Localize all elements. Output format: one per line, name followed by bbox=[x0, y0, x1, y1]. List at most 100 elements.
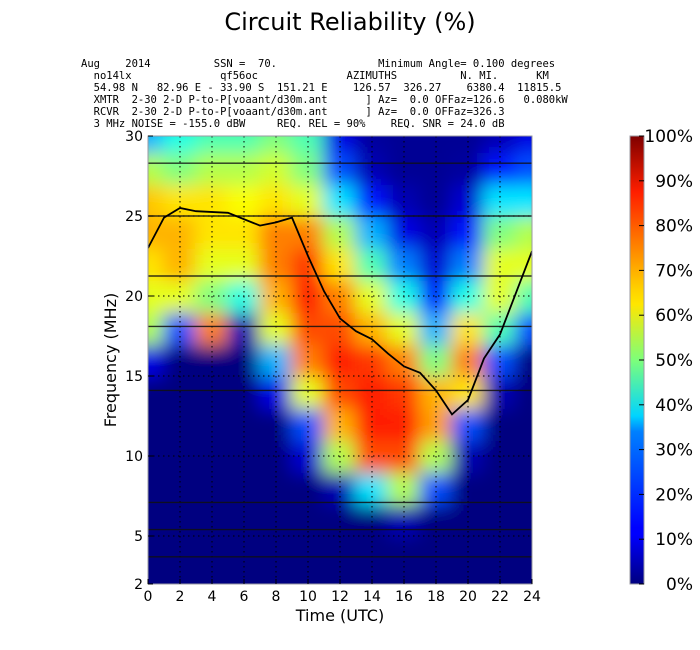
heat-cell bbox=[515, 471, 532, 505]
heat-cell bbox=[148, 471, 165, 505]
heat-cell bbox=[227, 136, 261, 153]
heat-cell bbox=[419, 567, 453, 584]
x-axis-label: Time (UTC) bbox=[295, 606, 384, 625]
heat-cell bbox=[323, 136, 357, 153]
y-tick-label: 15 bbox=[125, 369, 143, 385]
heat-cell bbox=[259, 407, 293, 441]
heat-cell bbox=[515, 183, 532, 217]
heat-cell bbox=[148, 183, 165, 217]
heat-cell bbox=[163, 567, 197, 584]
heat-cell bbox=[515, 503, 532, 537]
heat-cell bbox=[148, 247, 165, 281]
heat-cell bbox=[259, 136, 293, 153]
colorbar-ticks: 0% 10% 20% 30% 40% 50% 60% 70% 80% 90% 100% bbox=[639, 127, 693, 595]
heat-cell bbox=[227, 407, 261, 441]
heat-cell bbox=[515, 567, 532, 584]
band-lines bbox=[148, 162, 532, 558]
x-tick-label: 24 bbox=[523, 589, 541, 605]
x-tick-label: 16 bbox=[395, 589, 413, 605]
heat-cell bbox=[515, 151, 532, 185]
heat-cell bbox=[148, 136, 165, 153]
y-tick-label: 5 bbox=[134, 529, 143, 545]
heat-cell bbox=[163, 136, 197, 153]
x-tick-label: 10 bbox=[299, 589, 317, 605]
colorbar-tick-label: 100% bbox=[644, 127, 693, 147]
header-line-2: no14lx qf56oc AZIMUTHS N. MI. KM bbox=[81, 70, 549, 82]
colorbar-tick-label: 20% bbox=[655, 485, 693, 505]
heat-cell bbox=[387, 136, 421, 153]
header-line-5: RCVR 2-30 2-D P-to-P[voaant/d30m.ant ] A… bbox=[81, 106, 505, 118]
heat-cell bbox=[355, 407, 389, 441]
header-line-3: 54.98 N 82.96 E - 33.90 S 151.21 E 126.5… bbox=[81, 82, 562, 94]
heat-cell bbox=[515, 375, 532, 409]
colorbar-tick-label: 30% bbox=[655, 441, 693, 461]
chart-title: Circuit Reliability (%) bbox=[224, 8, 476, 36]
heat-cell bbox=[291, 567, 325, 584]
heat-cell bbox=[451, 136, 485, 153]
header-line-6: 3 MHz NOISE = -155.0 dBW REQ. REL = 90% … bbox=[81, 118, 505, 130]
heat-cell bbox=[148, 375, 165, 409]
x-tick-label: 0 bbox=[144, 589, 153, 605]
y-axis-label: Frequency (MHz) bbox=[101, 293, 120, 427]
heat-cell bbox=[323, 407, 357, 441]
y-tick-label: 20 bbox=[125, 289, 143, 305]
y-tick-label: 10 bbox=[125, 449, 143, 465]
x-tick-label: 22 bbox=[491, 589, 509, 605]
heat-cell bbox=[483, 136, 517, 153]
heat-cell bbox=[291, 407, 325, 441]
x-tick-label: 20 bbox=[459, 589, 477, 605]
colorbar-tick-label: 70% bbox=[655, 261, 693, 281]
heat-cell bbox=[323, 567, 357, 584]
heat-cell bbox=[355, 136, 389, 153]
heat-cell bbox=[227, 567, 261, 584]
heat-cell bbox=[515, 407, 532, 441]
heat-cell bbox=[148, 503, 165, 537]
x-tick-label: 14 bbox=[363, 589, 381, 605]
y-tick-label: 2 bbox=[134, 577, 143, 593]
heat-cell bbox=[195, 407, 229, 441]
colorbar-tick-label: 80% bbox=[655, 217, 693, 237]
heat-cell bbox=[515, 535, 532, 569]
heat-cell bbox=[291, 136, 325, 153]
y-tick-label: 25 bbox=[125, 209, 143, 225]
x-tick-label: 4 bbox=[208, 589, 217, 605]
y-tick-label: 30 bbox=[125, 129, 143, 145]
heat-cell bbox=[148, 311, 165, 345]
x-axis-ticks: 0 2 4 6 8 10 12 14 16 18 20 22 24 bbox=[144, 579, 541, 605]
x-tick-label: 8 bbox=[272, 589, 281, 605]
colorbar-tick-label: 0% bbox=[666, 575, 693, 595]
heat-cell bbox=[515, 215, 532, 249]
heat-cell bbox=[148, 439, 165, 473]
heat-cell bbox=[451, 567, 485, 584]
x-tick-label: 6 bbox=[240, 589, 249, 605]
colorbar-tick-label: 40% bbox=[655, 396, 693, 416]
x-tick-label: 2 bbox=[176, 589, 185, 605]
colorbar-tick-label: 60% bbox=[655, 306, 693, 326]
heat-cell bbox=[148, 407, 165, 441]
heat-cell bbox=[195, 136, 229, 153]
heat-cell bbox=[515, 311, 532, 345]
colorbar-tick-label: 50% bbox=[655, 351, 693, 371]
heat-cell bbox=[515, 343, 532, 377]
heat-cell bbox=[515, 247, 532, 281]
heat-cell bbox=[148, 567, 165, 584]
heat-cell bbox=[387, 407, 421, 441]
heat-cell bbox=[163, 407, 197, 441]
heat-cell bbox=[148, 343, 165, 377]
heat-cell bbox=[387, 567, 421, 584]
x-tick-label: 12 bbox=[331, 589, 349, 605]
colorbar-tick-label: 90% bbox=[655, 172, 693, 192]
heat-cell bbox=[355, 567, 389, 584]
colorbar-tick-label: 10% bbox=[655, 530, 693, 550]
header-line-4: XMTR 2-30 2-D P-to-P[voaant/d30m.ant ] A… bbox=[81, 94, 568, 106]
heat-cell bbox=[419, 136, 453, 153]
muf-line bbox=[148, 207, 532, 416]
heat-cell bbox=[515, 136, 532, 153]
x-tick-label: 18 bbox=[427, 589, 445, 605]
heat-cell bbox=[148, 535, 165, 569]
heat-cell bbox=[483, 407, 517, 441]
heat-cell bbox=[483, 567, 517, 584]
heat-cell bbox=[195, 567, 229, 584]
